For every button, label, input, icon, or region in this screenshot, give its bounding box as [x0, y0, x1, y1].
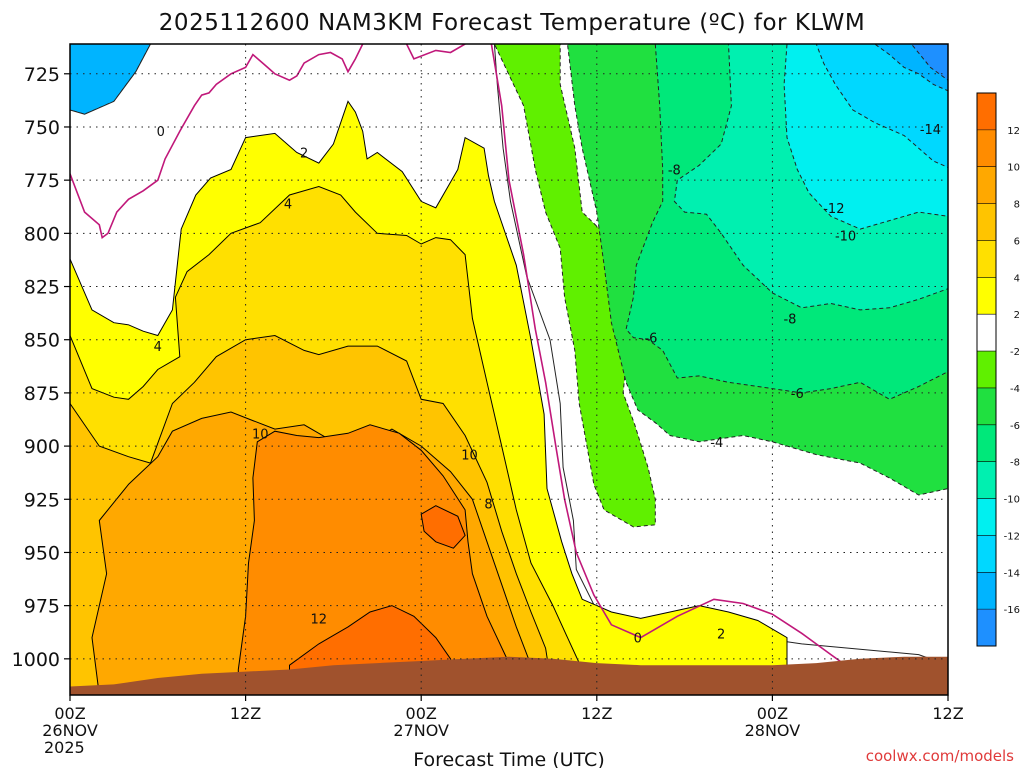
plot-frame	[69, 43, 949, 696]
colorbar-label-5: -6	[1010, 421, 1020, 432]
temp-region-16	[910, 44, 948, 81]
zero-contour-0	[70, 44, 364, 239]
y-tick-label-850: 850	[24, 330, 60, 352]
zero-contour-layer	[70, 44, 847, 666]
contour-label-5: 10	[461, 449, 478, 464]
colorbar-swatch-0	[977, 609, 996, 646]
temp-region-8	[420, 505, 466, 549]
colorbar-swatch-8	[977, 314, 996, 352]
y-tick-label-975: 975	[24, 596, 60, 618]
contour-label-2: 4	[284, 198, 292, 213]
y-tick-label-900: 900	[24, 436, 60, 458]
x-tick-label-48-0: 00Z	[757, 704, 788, 723]
contour-label-9: 2	[717, 627, 725, 642]
contour-label-17: -14	[920, 123, 941, 138]
x-tick-label-48-1: 28NOV	[745, 721, 801, 740]
contour-label-14: -6	[644, 332, 657, 347]
y-tick-label-1000: 1000	[12, 649, 60, 671]
x-tick-label-24-1: 27NOV	[393, 721, 449, 740]
contour-label-10: -8	[668, 164, 681, 179]
temp-region-6	[237, 424, 510, 695]
contour-label-11: -12	[823, 202, 844, 217]
y-tick-label-775: 775	[24, 170, 60, 192]
colorbar-frame	[976, 92, 997, 647]
y-tick-label-800: 800	[24, 223, 60, 245]
colorbar-swatch-7	[977, 351, 996, 388]
contour-label-0: 0	[157, 125, 165, 140]
colorbar-swatch-9	[977, 277, 996, 315]
y-axis: 725 750 775 800 825 850 875 900 925 950 975 1000	[12, 64, 70, 671]
colorbar-label-12: 10	[1007, 163, 1020, 174]
colorbar-label-3: -10	[1004, 495, 1020, 506]
contour-label-15: -6	[791, 387, 804, 402]
colorbar-label-0: -16	[1004, 605, 1020, 616]
colorbar-swatch-12	[977, 166, 996, 204]
contour-label-3: 4	[154, 340, 162, 355]
x-tick-label-0-0: 00Z	[54, 704, 85, 723]
ground-fill	[70, 656, 948, 695]
x-tick-label-12-0: 12Z	[230, 704, 261, 723]
colorbar: -16 -14 -12 -10 -8 -6 -4 -2 2 4 6 8 10 12	[976, 92, 1020, 647]
x-tick-label-24-0: 00Z	[406, 704, 437, 723]
contour-label-7: 12	[310, 612, 327, 627]
temp-region-14	[815, 44, 948, 168]
colorbar-label-7: -2	[1010, 347, 1020, 358]
colorbar-swatch-11	[977, 203, 996, 241]
colorbar-swatch-3	[977, 498, 996, 536]
x-tick-label-0-1: 26NOV	[42, 721, 98, 740]
y-tick-label-950: 950	[24, 542, 60, 564]
colorbar-swatch-14	[977, 93, 996, 130]
colorbar-label-4: -8	[1010, 458, 1020, 469]
contour-label-8: 0	[634, 632, 642, 647]
colorbar-label-2: -12	[1004, 531, 1020, 542]
y-tick-label-875: 875	[24, 383, 60, 405]
colorbar-swatch-2	[977, 535, 996, 573]
y-tick-label-725: 725	[24, 64, 60, 86]
colorbar-label-1: -14	[1004, 568, 1020, 579]
x-tick-label-60-0: 12Z	[932, 704, 963, 723]
chart-title: 2025112600 NAM3KM Forecast Temperature (…	[159, 10, 865, 36]
contour-label-4: 10	[252, 427, 269, 442]
y-tick-label-750: 750	[24, 117, 60, 139]
colorbar-label-9: 4	[1014, 273, 1020, 284]
x-tick-label-0-2: 2025	[44, 738, 85, 757]
contour-label-1: 2	[300, 147, 308, 162]
ground-layer	[70, 656, 948, 695]
zero-contour-1	[405, 44, 466, 60]
colorbar-swatch-6	[977, 387, 996, 425]
grid-layer	[70, 44, 948, 695]
contour-label-16: -4	[710, 436, 723, 451]
x-axis-label: Forecast Time (UTC)	[413, 749, 604, 768]
colorbar-label-8: 2	[1014, 310, 1020, 321]
y-tick-label-825: 825	[24, 277, 60, 299]
credit-text: coolwx.com/models	[866, 747, 1014, 765]
contour-label-12: -10	[835, 229, 856, 244]
colorbar-swatch-10	[977, 240, 996, 278]
colorbar-swatch-13	[977, 129, 996, 167]
y-tick-label-925: 925	[24, 489, 60, 511]
colorbar-swatch-4	[977, 461, 996, 499]
colorbar-label-10: 6	[1014, 236, 1020, 247]
temperature-fill-layer	[70, 44, 948, 695]
colorbar-swatch-5	[977, 424, 996, 462]
zero-contour-2	[490, 44, 847, 666]
colorbar-label-13: 12	[1007, 126, 1020, 137]
x-tick-label-36-0: 12Z	[581, 704, 612, 723]
colorbar-label-11: 8	[1014, 200, 1020, 211]
contour-label-6: 8	[484, 498, 492, 513]
colorbar-label-6: -4	[1010, 384, 1020, 395]
contour-label-13: -8	[783, 312, 796, 327]
colorbar-swatch-1	[977, 572, 996, 610]
contour-label-layer: 0 2 4 4 10 10 8 12 0 2 -8 -12 -10 -8 -6 -6 -4 -14	[154, 123, 941, 646]
